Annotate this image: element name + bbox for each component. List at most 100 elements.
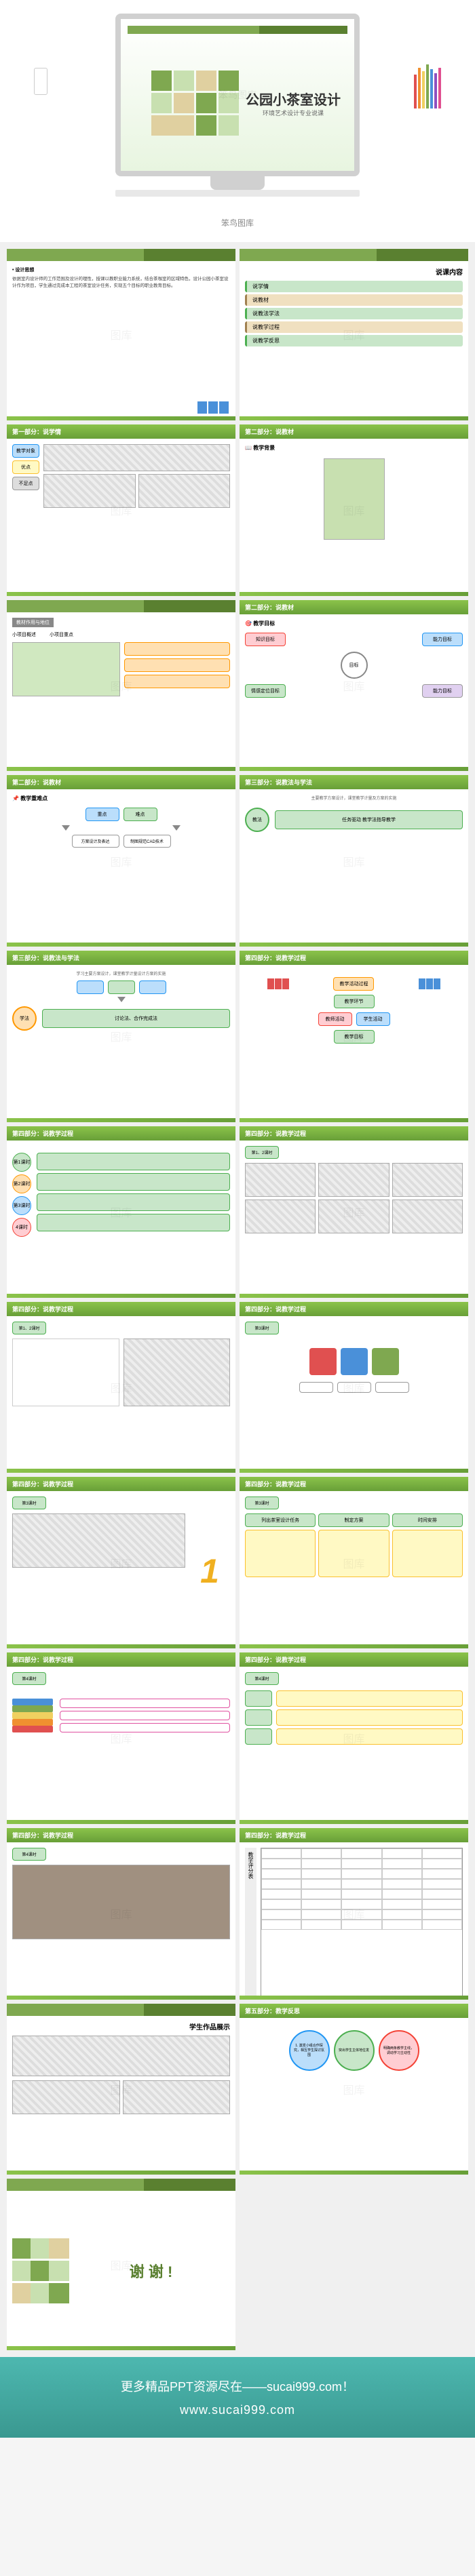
intro-text: 依据室内设计师的工作范围及设计的理性，授课以教职业能力系统，结合茶咖室的区域特色… — [12, 276, 230, 290]
kp: 制图规范CAD技术 — [124, 835, 171, 848]
proc: 教学环节 — [334, 995, 375, 1008]
tag: 第4课时 — [12, 1848, 46, 1861]
sub: 教学重难点 — [20, 795, 48, 801]
slide-header: 第四部分：说教学过程 — [7, 1652, 235, 1667]
slide-process2: 第四部分：说教学过程 第1课时 第2课时 第3课时 4课时 图库 — [7, 1126, 235, 1298]
slide-header: 第二部分：说教材 — [240, 424, 468, 439]
obj: 能力目标 — [422, 684, 463, 698]
toc-item: 说教材 — [245, 294, 463, 306]
monitor-frame: 公园小茶室设计 环境艺术设计专业说课 笨鸟图库 — [115, 14, 360, 176]
tag: 第1、2课时 — [245, 1146, 279, 1159]
slide-thanks: 谢 谢 ! 图库 — [7, 2179, 235, 2350]
slide-intro-right: 说课内容 说学情 说教材 说教法学法 说教学过程 说教学反思 图库 — [240, 249, 468, 420]
promo-title: 更多精品PPT资源尽在——sucai999.com！ — [7, 2377, 468, 2395]
promo-footer: 更多精品PPT资源尽在——sucai999.com！ www.sucai999.… — [0, 2357, 475, 2438]
tag: 第3课时 — [245, 1497, 279, 1509]
method-label: 任务驱动 教学法指导教学 — [275, 810, 463, 829]
showcase-title: 学生作品展示 — [12, 2021, 230, 2032]
content-title: 说课内容 — [245, 266, 463, 277]
lesson: 第1课时 — [12, 1153, 31, 1172]
slide-table1: 第四部分：说教学过程 第3课时 列出茶室设计任务 制定方案 时间安排 图库 — [240, 1477, 468, 1648]
slide-sketch: 第四部分：说教学过程 第1、2课时 图库 — [7, 1302, 235, 1473]
slide-map: 教材作用与地位 小项目概述 小项目重点 图库 — [7, 600, 235, 772]
slide-header: 第四部分：说教学过程 — [240, 951, 468, 965]
sub-title: 环境艺术设计专业说课 — [246, 108, 341, 117]
kp: 难点 — [124, 808, 157, 821]
slide-header: 第四部分：说教学过程 — [240, 1302, 468, 1316]
slide-blocks3: 第四部分：说教学过程 第3课时 图库 — [240, 1302, 468, 1473]
lesson: 第2课时 — [12, 1174, 31, 1193]
slide-classroom: 第四部分：说教学过程 第4课时 图库 — [7, 1828, 235, 2000]
lesson: 4课时 — [12, 1218, 31, 1237]
obj: 知识目标 — [245, 633, 286, 646]
slide-header: 第三部分：说教法与学法 — [240, 775, 468, 789]
slide-header: 第二部分：说教材 — [240, 600, 468, 614]
books-icon — [12, 1699, 53, 1732]
tag: 第1、2课时 — [12, 1322, 46, 1334]
sub: 教学目标 — [253, 620, 275, 627]
hero-caption: 笨鸟图库 — [7, 217, 468, 229]
sub: 教学背景 — [253, 445, 275, 451]
pencils-decor — [414, 54, 455, 108]
toc-item: 说教学过程 — [245, 321, 463, 333]
intro-left-title: 设计思想 — [15, 268, 34, 273]
center: 教法 — [245, 808, 269, 832]
slide-award: 第四部分：说教学过程 第3课时 1 图库 — [7, 1477, 235, 1648]
slide-header: 第四部分：说教学过程 — [7, 1126, 235, 1141]
tag: 第3课时 — [245, 1322, 279, 1334]
tag: 第3课时 — [12, 1497, 46, 1509]
slide-header: 第二部分：说教材 — [7, 775, 235, 789]
slide-header: 第四部分：说教学过程 — [7, 1828, 235, 1842]
slide-intro-left: • 设计思想 依据室内设计师的工作范围及设计的理性，授课以教职业能力系统，结合茶… — [7, 249, 235, 420]
label: 优点 — [12, 460, 39, 474]
promo-url[interactable]: www.sucai999.com — [7, 2403, 468, 2417]
slide-header: 第四部分：说教学过程 — [240, 1828, 468, 1842]
center: 学法 — [12, 1006, 37, 1031]
proc: 教学目标 — [334, 1030, 375, 1044]
slide-method2: 第三部分：说教法与学法 学习主要方案设计，课堂教学计量设计方案的实施 学法 讨论… — [7, 951, 235, 1122]
reflect: 突出学生主体地位发 — [334, 2030, 375, 2071]
method-label: 讨论法、合作完成法 — [42, 1009, 230, 1028]
slide-grid: • 设计思想 依据室内设计师的工作范围及设计的理性，授课以教职业能力系统，结合茶… — [0, 242, 475, 2357]
slide-header: 第四部分：说教学过程 — [7, 1477, 235, 1491]
reflect: 1. 激发小组合作探究，相互学生探讨氛围 — [289, 2030, 330, 2071]
label: 不足点 — [12, 477, 39, 490]
slide-header: 第一部分：说学情 — [7, 424, 235, 439]
slide-process1: 第四部分：说教学过程 教学活动过程 教学环节 教师活动 学生活动 教学目标 图库 — [240, 951, 468, 1122]
sub: 教学评分表 — [245, 1848, 256, 1996]
toc-item: 说学情 — [245, 281, 463, 292]
slide-header: 第三部分：说教法与学法 — [7, 951, 235, 965]
slide-objectives: 第二部分：说教材 🎯 教学目标 知识目标 能力目标 目标 情感定位目标 能力目标… — [240, 600, 468, 772]
slide-photos: 第四部分：说教学过程 第1、2课时 图库 — [240, 1126, 468, 1298]
obj: 情感定位目标 — [245, 684, 286, 698]
slide-header: 第四部分：说教学过程 — [7, 1302, 235, 1316]
thanks-text: 谢 谢 ! — [72, 2260, 230, 2282]
slide-reflect: 第五部分：教学反思 1. 激发小组合作探究，相互学生探讨氛围 突出学生主体地位发… — [240, 2004, 468, 2175]
proc: 教学活动过程 — [333, 977, 374, 991]
title-thumbnail-grid — [151, 71, 239, 136]
slide-header: 第四部分：说教学过程 — [240, 1652, 468, 1667]
proc: 学生活动 — [356, 1012, 390, 1026]
label: 小项目重点 — [50, 631, 73, 638]
slide-showcase: 学生作品展示 图库 — [7, 2004, 235, 2175]
sub: 教材作用与地位 — [12, 618, 54, 627]
slide-xueqing: 第一部分：说学情 教学对象 优点 不足点 图库 — [7, 424, 235, 596]
label: 小项目概述 — [12, 631, 36, 638]
note: 主要教学方案设计，课堂教学计量及方案的实施 — [245, 795, 463, 801]
slide-keypoints: 第二部分：说教材 📌 教学重难点 重点 难点 方案设计及表达 制图规范CAD技术… — [7, 775, 235, 947]
label: 教学对象 — [12, 444, 39, 458]
col: 时间安排 — [392, 1513, 463, 1527]
kp: 重点 — [86, 808, 119, 821]
slide-textbook: 第二部分：说教材 📖 教学背景 图库 — [240, 424, 468, 596]
slide-scoretable: 第四部分：说教学过程 教学评分表 图库 — [240, 1828, 468, 2000]
tag: 第4课时 — [245, 1672, 279, 1685]
note: 学习主要方案设计，课堂教学计量设计方案的实施 — [12, 970, 230, 976]
plant-decor — [20, 14, 61, 95]
slide-header: 第四部分：说教学过程 — [240, 1477, 468, 1491]
hero-section: 公园小茶室设计 环境艺术设计专业说课 笨鸟图库 笨鸟图库 — [0, 0, 475, 242]
slide-header: 第五部分：教学反思 — [240, 2004, 468, 2018]
kp: 方案设计及表达 — [72, 835, 119, 848]
reflect: 明确两条教学主线，调动学习主动性 — [379, 2030, 419, 2071]
toc-item: 说教学反思 — [245, 335, 463, 346]
slide-books: 第四部分：说教学过程 第4课时 图库 — [7, 1652, 235, 1824]
